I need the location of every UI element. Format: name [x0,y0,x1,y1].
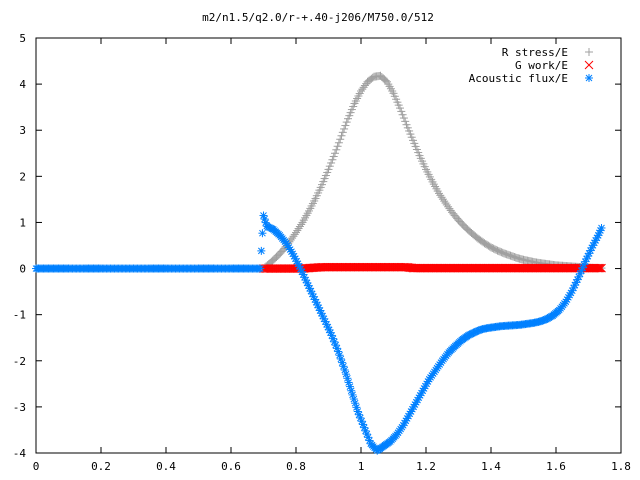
y-tick-label: 2 [19,170,26,183]
data-point [333,142,342,151]
x-tick-label: 1.6 [546,460,566,473]
data-point [338,128,347,137]
y-tick-label: 3 [19,124,26,137]
series-g-work-e [259,262,606,273]
x-tick-label: 1.8 [611,460,631,473]
axis-ticks [35,37,622,454]
data-point [399,114,408,123]
data-point [340,124,349,133]
data-point [297,220,306,229]
legend-entry: G work/E [515,59,594,72]
data-point [292,228,300,237]
y-tick-label: -3 [13,401,26,414]
legend-marker [584,60,594,70]
data-point [332,145,341,154]
data-point [295,222,304,231]
legend-entry: R stress/E [502,46,593,59]
data-point [329,334,338,343]
data-point [258,229,267,238]
data-point [398,110,407,119]
data-point [334,138,343,147]
data-point [342,118,351,127]
axis-tick-labels: 0 0.2 0.4 0.6 0.8 1 1.2 1.4 1.6 1.8 5 4 3 2 1 0 -1 -2 -3 -4 [13,32,631,473]
y-tick-label: 5 [19,32,26,45]
x-tick-label: 0 [33,460,40,473]
legend-label: G work/E [515,59,568,72]
data-point [396,104,404,113]
data-point [595,263,605,273]
data-point [593,263,602,273]
x-tick-label: 1 [358,460,365,473]
x-tick-label: 0.6 [221,460,241,473]
data-point [327,158,336,167]
data-point [597,263,606,273]
data-point [397,107,406,116]
legend-marker [585,48,593,56]
data-point [294,224,303,233]
data-point [337,131,346,140]
data-point [336,354,345,363]
data-point [293,226,302,235]
data-point [256,264,265,273]
data-point [329,152,338,161]
data-point [286,245,295,254]
legend-entry: Acoustic flux/E [469,72,593,85]
data-point [336,135,345,144]
x-tick-label: 0.8 [286,460,306,473]
data-point [597,223,606,232]
data-point [330,337,339,346]
data-point [324,165,333,174]
x-tick-label: 1.2 [416,460,436,473]
legend-label: R stress/E [502,46,568,59]
data-point [342,370,351,379]
data-point [257,246,266,255]
x-tick-label: 1.4 [481,460,501,473]
y-tick-label: 0 [19,263,26,276]
plot-frame [35,37,622,454]
y-tick-label: 1 [19,216,26,229]
data-point [341,121,350,130]
series-layer [32,71,606,455]
data-point [340,366,349,374]
data-point [325,162,334,171]
data-point [347,386,356,395]
data-point [352,403,361,412]
data-point [338,358,347,367]
y-tick-label: 4 [19,78,26,91]
series-acoustic-flux-e [32,211,606,455]
legend-marker [585,74,593,82]
data-point [328,155,337,164]
y-tick-label: -1 [13,309,26,322]
legend-label: Acoustic flux/E [469,72,568,85]
x-tick-label: 0.4 [156,460,176,473]
data-point [401,117,410,126]
chart-title: m2/n1.5/q2.0/r-+.40-j206/M750.0/512 [202,11,434,24]
data-point [335,351,344,360]
y-tick-label: -2 [13,355,26,368]
x-tick-label: 0.2 [91,460,111,473]
y-tick-label: -4 [13,447,27,460]
data-point [316,306,325,315]
series-r-stress-e [259,71,606,273]
data-point [331,149,339,158]
data-point [594,263,604,273]
